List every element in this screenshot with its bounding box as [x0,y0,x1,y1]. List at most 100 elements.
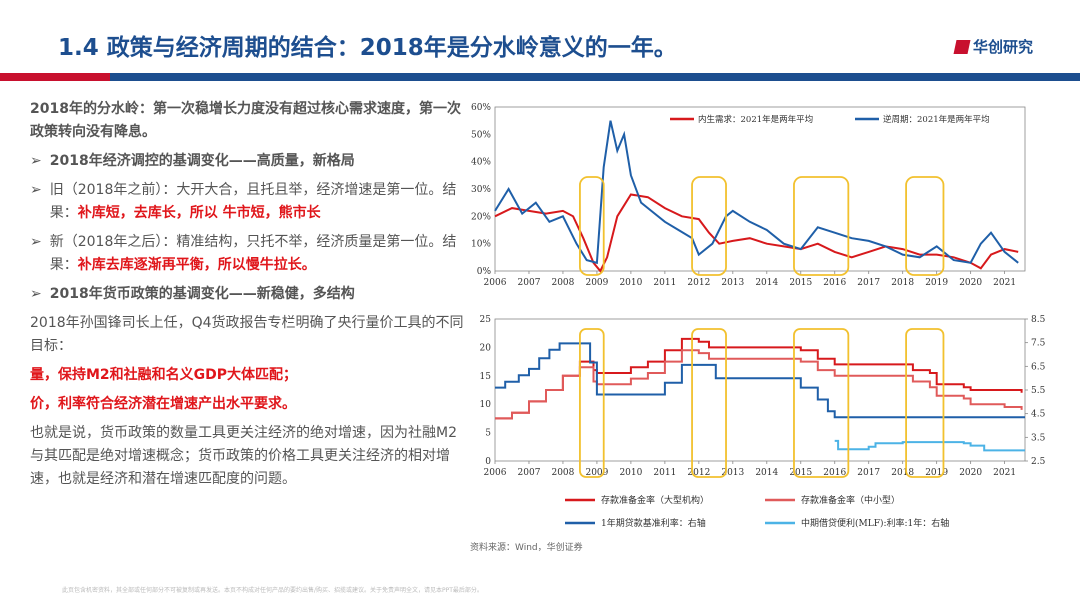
highlight-boxes [579,176,945,478]
chart-bottom-y2-tick-label: 3.5 [1031,433,1046,443]
chart-bottom-series-line-3 [495,342,1025,419]
body-paragraph: 2018年孙国锋司长上任，Q4货政报告专栏明确了央行量价工具的不同目标： [30,315,464,354]
chart-top-x-tick-label: 2007 [518,278,541,288]
header-divider-accent [0,73,110,81]
bullet-item: ➢ 新（2018年之后）：精准结构，只托不举，经济质量是第一位。结果：补库去库逐渐… [30,231,470,277]
highlight-box-top [691,176,727,276]
chart-top-x-tick-label: 2010 [619,278,642,288]
bullet-item: ➢ 旧（2018年之前）：大开大合，且托且举，经济增速是第一位。结果：补库短，去库… [30,179,470,225]
arrow-bullet-icon: ➢ [30,286,42,302]
chart-top-x-tick-label: 2008 [551,278,574,288]
chart-bottom-x-tick-label: 2019 [925,468,948,478]
chart-top-x-tick-label: 2016 [823,278,846,288]
chart-top-x-tick-label: 2021 [993,278,1016,288]
arrow-bullet-icon: ➢ [30,234,42,250]
charts-figure: 2006 2007 2008 2009 2010 2011 2012 2013 2014 2015… [471,103,1046,529]
chart-top-y-tick-label: 30% [471,185,491,195]
header-divider [0,73,1080,81]
highlight-box-bottom [691,328,727,478]
chart-bottom-x-tick-label: 2018 [891,468,914,478]
highlight-line: 价，利率符合经济潜在增速产出水平要求。 [30,396,296,412]
chart-bottom-x-tick-label: 2012 [687,468,710,478]
chart-bottom-x-tick-label: 2007 [518,468,541,478]
disclaimer: 此页包含机密资料，其全部或任何部分不可被复制或再发送。本页不构成对任何产品的要约… [62,587,483,594]
chart-top-x-tick-label: 2013 [721,278,744,288]
highlight-box-top [793,176,850,276]
chart-bottom-y2-tick-label: 5.5 [1031,386,1046,396]
chart-bottom-plot-frame [494,318,1026,462]
chart-bottom-y2-tick-label: 4.5 [1031,410,1046,420]
chart-bottom-x-tick-label: 2017 [857,468,880,478]
logo-text: 华创研究 [973,38,1034,56]
arrow-bullet-icon: ➢ [30,182,42,198]
bullet-text-plain: 旧（2018年之前）：大开大合，且托且举，经济增速是第一位。结果： [49,182,457,221]
chart-bottom-x-tick-label: 2009 [585,468,608,478]
highlight-line: 量，保持M2和社融和名义GDP大体匹配； [30,367,298,383]
chart-top-x-tick-label: 2020 [959,278,982,288]
chart-top-legend-label: 内生需求：2021年是两年平均 [698,114,813,125]
intro-paragraph: 2018年的分水岭：第一次稳增长力度没有超过核心需求速度，第一次政策转向没有降息… [30,101,461,140]
source-note: 资料来源：Wind，华创证券 [470,543,583,553]
chart-top-y-tick-label: 60% [471,103,491,113]
chart-top-x-tick-label: 2006 [484,278,507,288]
bullet-item: ➢ 2018年货币政策的基调变化——新稳健，多结构 [30,283,470,306]
bullet-text-plain: 新（2018年之后）：精准结构，只托不举，经济质量是第一位。结果： [49,234,457,273]
chart-top: 2006 2007 2008 2009 2010 2011 2012 2013 2014 2015… [471,103,1026,288]
chart-bottom-legend-label: 1年期贷款基准利率：右轴 [601,517,706,529]
chart-top-y-tick-label: 40% [471,158,491,168]
chart-bottom-x-tick-label: 2010 [619,468,642,478]
chart-bottom-x-tick-label: 2014 [755,468,778,478]
chart-top-x-tick-label: 2017 [857,278,880,288]
bullet-item: ➢ 2018年经济调控的基调变化——高质量，新格局 [30,150,470,173]
logo-icon [953,39,971,54]
chart-bottom: 2006 2007 2008 2009 2010 2011 2012 2013 2014 2015… [480,315,1046,478]
chart-top-x-tick-label: 2012 [687,278,710,288]
chart-bottom-x-tick-label: 2011 [653,468,676,478]
chart-bottom-y-tick-label: 20 [480,343,492,353]
highlight-box-bottom [793,328,850,478]
chart-bottom-y2-tick-label: 6.5 [1031,362,1046,372]
logo: 华创研究 [953,36,1034,57]
chart-top-x-tick-label: 2015 [789,278,812,288]
chart-bottom-x-tick-label: 2020 [959,468,982,478]
chart-bottom-y-tick-label: 10 [480,400,492,410]
chart-top-y-tick-label: 10% [471,240,491,250]
chart-bottom-legend-label: 中期借贷便利(MLF):利率:1年：右轴 [801,517,949,529]
chart-top-plot-frame [494,106,1026,272]
bullet-text-highlight: 补库去库逐渐再平衡，所以慢牛拉长。 [77,257,316,273]
chart-bottom-y2-tick-label: 2.5 [1031,457,1046,467]
chart-top-x-tick-label: 2014 [755,278,778,288]
chart-bottom-y2-tick-label: 8.5 [1031,315,1046,325]
bullet-text: 2018年货币政策的基调变化——新稳健，多结构 [49,286,355,302]
chart-bottom-y-tick-label: 5 [485,429,491,439]
chart-top-x-tick-label: 2018 [891,278,914,288]
chart-bottom-x-tick-label: 2013 [721,468,744,478]
chart-bottom-x-tick-label: 2016 [823,468,846,478]
chart-top-x-tick-label: 2019 [925,278,948,288]
bullet-text: 旧（2018年之前）：大开大合，且托且举，经济增速是第一位。结果：补库短，去库长… [50,179,470,225]
chart-top-y-tick-label: 50% [471,130,491,140]
chart-top-legend-label: 逆周期：2021年是两年平均 [883,114,990,125]
page-title: 1.4 政策与经济周期的结合：2018年是分水岭意义的一年。 [58,35,677,61]
highlight-box-top [905,176,945,276]
chart-top-series-line-2 [494,120,1019,265]
bullet-text-highlight: 补库短，去库长，所以 牛市短，熊市长 [77,205,321,221]
highlight-box-bottom [579,328,605,478]
chart-bottom-y-tick-label: 0 [485,457,491,467]
chart-bottom-legend-label: 存款准备金率（中小型） [801,494,900,506]
highlight-box-top [579,176,605,276]
chart-bottom-legend-label: 存款准备金率（大型机构） [601,494,709,506]
chart-bottom-x-tick-label: 2015 [789,468,812,478]
bullet-text: 新（2018年之后）：精准结构，只托不举，经济质量是第一位。结果：补库去库逐渐再… [50,231,470,277]
chart-bottom-y-tick-label: 25 [480,315,492,325]
chart-bottom-series-line-4 [834,439,1025,452]
chart-bottom-x-tick-label: 2021 [993,468,1016,478]
chart-bottom-x-tick-label: 2008 [551,468,574,478]
chart-top-y-tick-label: 20% [471,212,491,222]
chart-top-x-tick-label: 2009 [585,278,608,288]
text-panel: 2018年的分水岭：第一次稳增长力度没有超过核心需求速度，第一次政策转向没有降息… [30,98,470,497]
arrow-bullet-icon: ➢ [30,153,42,169]
chart-bottom-series-line-2 [495,349,1023,420]
bullet-text: 2018年经济调控的基调变化——高质量，新格局 [49,153,355,169]
body-paragraph: 也就是说，货币政策的数量工具更关注经济的绝对增速，因为社融M2与其匹配是绝对增速… [30,425,457,487]
